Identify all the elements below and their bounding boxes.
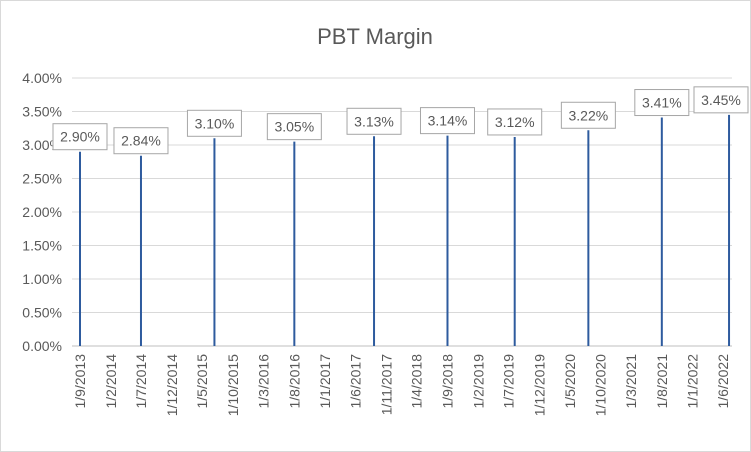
x-tick-label: 1/11/2017 bbox=[378, 354, 394, 415]
x-tick-label: 1/5/2015 bbox=[194, 354, 210, 409]
x-tick-label: 1/6/2022 bbox=[715, 354, 731, 409]
gridlines bbox=[72, 77, 732, 347]
y-tick-label: 0.00% bbox=[22, 338, 62, 354]
x-tick-label: 1/3/2016 bbox=[256, 354, 272, 409]
data-label-text: 3.41% bbox=[642, 95, 682, 111]
data-label: 3.41% bbox=[634, 89, 690, 117]
data-label-box bbox=[113, 127, 169, 155]
data-labels: 2.90% 2.84% 3.10% 3.05% 3.13% 3.14% 3.12% 3.22%… bbox=[52, 86, 749, 155]
x-tick-label: 1/6/2017 bbox=[348, 354, 364, 409]
x-tick-label: 1/10/2015 bbox=[225, 354, 241, 416]
data-label-box bbox=[346, 107, 402, 135]
y-tick-label: 2.50% bbox=[22, 171, 62, 187]
data-label-box bbox=[186, 109, 242, 137]
y-tick-label: 1.00% bbox=[22, 271, 62, 287]
data-label: 3.10% bbox=[186, 109, 242, 137]
y-tick-label: 3.50% bbox=[22, 104, 62, 120]
x-tick-label: 1/8/2016 bbox=[286, 354, 302, 409]
x-tick-label: 1/8/2021 bbox=[654, 354, 670, 409]
data-label: 3.05% bbox=[266, 113, 322, 141]
data-label-box bbox=[419, 107, 475, 135]
data-label-text: 3.12% bbox=[495, 114, 535, 130]
x-tick-label: 1/2/2019 bbox=[470, 354, 486, 409]
x-tick-label: 1/1/2022 bbox=[685, 354, 701, 409]
data-label-box bbox=[693, 86, 749, 114]
chart-title: PBT Margin bbox=[317, 24, 433, 49]
x-tick-label: 1/10/2020 bbox=[593, 354, 609, 416]
data-label-text: 3.10% bbox=[195, 115, 235, 131]
data-label: 2.90% bbox=[52, 123, 108, 151]
data-label: 3.22% bbox=[560, 101, 616, 129]
data-label-box bbox=[634, 89, 690, 117]
x-tick-label: 1/5/2020 bbox=[562, 354, 578, 409]
data-label-box bbox=[560, 101, 616, 129]
y-axis-ticks: 0.00% 0.50% 1.00% 1.50% 2.00% 2.50% 3.00% 3.50%… bbox=[22, 70, 62, 354]
data-label-box bbox=[52, 123, 108, 151]
data-label-text: 3.22% bbox=[569, 107, 609, 123]
x-tick-label: 1/4/2018 bbox=[409, 354, 425, 409]
x-tick-label: 1/9/2013 bbox=[72, 354, 88, 409]
data-label-text: 3.14% bbox=[428, 113, 468, 129]
x-tick-label: 1/9/2018 bbox=[439, 354, 455, 409]
data-label: 3.12% bbox=[487, 108, 543, 136]
data-label-text: 3.45% bbox=[701, 92, 741, 108]
y-tick-label: 2.00% bbox=[22, 204, 62, 220]
series-drop-lines bbox=[79, 114, 731, 346]
data-label-text: 2.84% bbox=[121, 133, 161, 149]
data-label-text: 3.05% bbox=[274, 119, 314, 135]
data-label: 2.84% bbox=[113, 127, 169, 155]
y-tick-label: 3.00% bbox=[22, 137, 62, 153]
x-tick-label: 1/12/2014 bbox=[164, 354, 180, 416]
data-label-text: 2.90% bbox=[60, 129, 100, 145]
x-tick-label: 1/7/2014 bbox=[133, 354, 149, 409]
data-label-box bbox=[266, 113, 322, 141]
y-tick-label: 1.50% bbox=[22, 238, 62, 254]
data-label: 3.13% bbox=[346, 107, 402, 135]
data-label: 3.14% bbox=[419, 107, 475, 135]
data-label-text: 3.13% bbox=[354, 113, 394, 129]
y-tick-label: 0.50% bbox=[22, 305, 62, 321]
x-axis-ticks: 1/9/2013 1/2/2014 1/7/2014 1/12/2014 1/5/201… bbox=[72, 354, 731, 417]
y-tick-label: 4.00% bbox=[22, 70, 62, 86]
x-tick-label: 1/1/2017 bbox=[317, 354, 333, 409]
x-tick-label: 1/7/2019 bbox=[500, 354, 516, 409]
x-tick-label: 1/2/2014 bbox=[103, 354, 119, 409]
x-tick-label: 1/3/2021 bbox=[623, 354, 639, 409]
data-label: 3.45% bbox=[693, 86, 749, 114]
x-tick-label: 1/12/2019 bbox=[531, 354, 547, 416]
data-label-box bbox=[487, 108, 543, 136]
